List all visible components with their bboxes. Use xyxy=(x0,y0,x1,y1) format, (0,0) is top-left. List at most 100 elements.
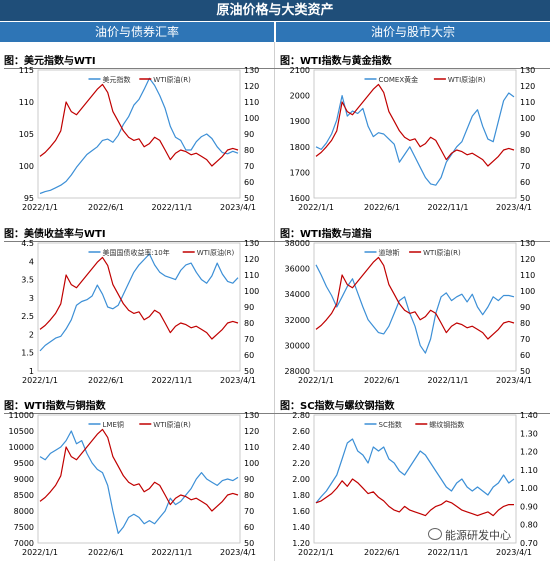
y-right-tick-label: 130 xyxy=(244,66,259,75)
series-line-a xyxy=(315,92,515,186)
y-right-tick-label: 60 xyxy=(244,523,254,532)
y-left-tick-label: 7500 xyxy=(14,523,34,532)
x-tick-label: 2023/4/1 xyxy=(496,203,532,212)
y-right-tick-label: 50 xyxy=(244,194,254,203)
legend-label: 螺纹钢指数 xyxy=(429,420,464,429)
series-line-a xyxy=(39,77,239,195)
y-left-tick-label: 2.00 xyxy=(292,475,310,484)
legend-label: WTI原油(R) xyxy=(153,75,191,84)
y-right-tick-label: 60 xyxy=(244,351,254,360)
x-tick-label: 2022/6/1 xyxy=(88,548,124,557)
y-right-tick-label: 100 xyxy=(520,114,535,123)
y-left-tick-label: 2.20 xyxy=(292,459,310,468)
y-left-tick-label: 11000 xyxy=(9,411,34,420)
y-left-tick-label: 115 xyxy=(19,66,34,75)
y-left-tick-label: 1600 xyxy=(290,194,310,203)
y-right-tick-label: 100 xyxy=(244,114,259,123)
legend-label: SC指数 xyxy=(379,420,402,429)
plot-frame xyxy=(313,242,517,372)
legend-label: WTI原油(R) xyxy=(197,248,235,257)
y-right-tick-label: 80 xyxy=(244,146,254,155)
x-tick-label: 2022/6/1 xyxy=(364,376,400,385)
y-left-tick-label: 2.40 xyxy=(292,443,310,452)
panel-title-wti-copper: 图：WTI指数与铜指数 xyxy=(4,397,504,414)
x-tick-label: 2022/1/1 xyxy=(298,203,334,212)
y-right-tick-label: 80 xyxy=(244,491,254,500)
y-right-tick-label: 90 xyxy=(244,130,254,139)
x-tick-label: 2023/4/1 xyxy=(496,376,532,385)
y-right-tick-label: 120 xyxy=(244,427,259,436)
y-left-tick-label: 8500 xyxy=(14,491,34,500)
y-right-tick-label: 80 xyxy=(244,319,254,328)
plot-frame xyxy=(37,69,241,199)
y-right-tick-label: 0.90 xyxy=(520,502,538,511)
series-line-b xyxy=(39,256,239,340)
legend-label: WTI原油(R) xyxy=(423,248,461,257)
y-right-tick-label: 50 xyxy=(520,367,530,376)
x-tick-label: 2022/11/1 xyxy=(427,376,468,385)
y-right-tick-label: 50 xyxy=(244,367,254,376)
y-left-tick-label: 9500 xyxy=(14,459,34,468)
series-line-b xyxy=(315,83,515,167)
x-tick-label: 2022/11/1 xyxy=(427,548,468,557)
y-right-tick-label: 70 xyxy=(244,335,254,344)
y-left-tick-label: 1.40 xyxy=(292,523,310,532)
plot-frame xyxy=(37,414,241,544)
y-right-tick-label: 50 xyxy=(520,194,530,203)
y-left-tick-label: 10000 xyxy=(9,443,34,452)
y-right-tick-label: 1.20 xyxy=(520,448,538,457)
y-left-tick-label: 2100 xyxy=(290,66,310,75)
x-tick-label: 2022/11/1 xyxy=(427,203,468,212)
y-left-tick-label: 8000 xyxy=(14,507,34,516)
x-tick-label: 2022/6/1 xyxy=(364,548,400,557)
x-tick-label: 2023/4/1 xyxy=(220,376,256,385)
y-right-tick-label: 80 xyxy=(520,146,530,155)
x-tick-label: 2023/4/1 xyxy=(220,548,256,557)
y-right-tick-label: 60 xyxy=(520,178,530,187)
series-line-a xyxy=(39,430,239,535)
section-header-right: 油价与股市大宗 xyxy=(276,22,550,42)
y-left-tick-label: 1.20 xyxy=(292,539,310,548)
y-left-tick-label: 30000 xyxy=(285,341,310,350)
y-left-tick-label: 1.5 xyxy=(21,349,34,358)
y-right-tick-label: 50 xyxy=(244,539,254,548)
x-tick-label: 2022/1/1 xyxy=(22,203,58,212)
x-tick-label: 2022/6/1 xyxy=(364,203,400,212)
plot-frame xyxy=(313,414,517,544)
series-line-a xyxy=(315,264,515,354)
panel-title-dxy-wti: 图：美元指数与WTI xyxy=(4,52,494,69)
y-right-tick-label: 110 xyxy=(244,98,259,107)
x-tick-label: 2022/11/1 xyxy=(151,376,192,385)
legend-label: WTI原油(R) xyxy=(153,420,191,429)
y-left-tick-label: 1.60 xyxy=(292,507,310,516)
chart-sc-rebar: 1.20 1.40 1.60 1.80 2.00 2.20 2.40 2.60 2.80 0.70… xyxy=(292,411,538,557)
legend-label: 美国国债收益率:10年 xyxy=(103,248,170,257)
chart-treasury-wti: 1 1.5 2 2.5 3 3.5 4 4.5 50 60 70 80 90 100 110 120 130 20… xyxy=(21,239,259,385)
y-right-tick-label: 90 xyxy=(520,130,530,139)
y-right-tick-label: 90 xyxy=(520,303,530,312)
y-left-tick-label: 1.80 xyxy=(292,491,310,500)
y-right-tick-label: 1.30 xyxy=(520,429,538,438)
x-tick-label: 2022/6/1 xyxy=(88,376,124,385)
y-right-tick-label: 1.40 xyxy=(520,411,538,420)
x-tick-label: 2022/1/1 xyxy=(22,376,58,385)
plot-frame xyxy=(37,242,241,372)
x-tick-label: 2023/4/1 xyxy=(496,548,532,557)
y-right-tick-label: 130 xyxy=(244,411,259,420)
y-right-tick-label: 120 xyxy=(244,82,259,91)
y-right-tick-label: 100 xyxy=(244,287,259,296)
chart-wti-dow: 28000 30000 32000 34000 36000 38000 50 60 70 80 90… xyxy=(285,239,536,385)
panel-title-wti-dow: 图：WTI指数与道指 xyxy=(280,225,550,242)
y-left-tick-label: 34000 xyxy=(285,290,310,299)
y-left-tick-label: 38000 xyxy=(285,239,310,248)
y-right-tick-label: 110 xyxy=(244,271,259,280)
legend-label: 道琼斯 xyxy=(379,248,400,257)
wechat-icon xyxy=(428,528,442,540)
x-tick-label: 2022/11/1 xyxy=(151,548,192,557)
y-left-tick-label: 105 xyxy=(19,130,34,139)
x-tick-label: 2022/1/1 xyxy=(298,548,334,557)
y-right-tick-label: 90 xyxy=(244,303,254,312)
y-right-tick-label: 100 xyxy=(520,287,535,296)
y-left-tick-label: 2000 xyxy=(290,92,310,101)
